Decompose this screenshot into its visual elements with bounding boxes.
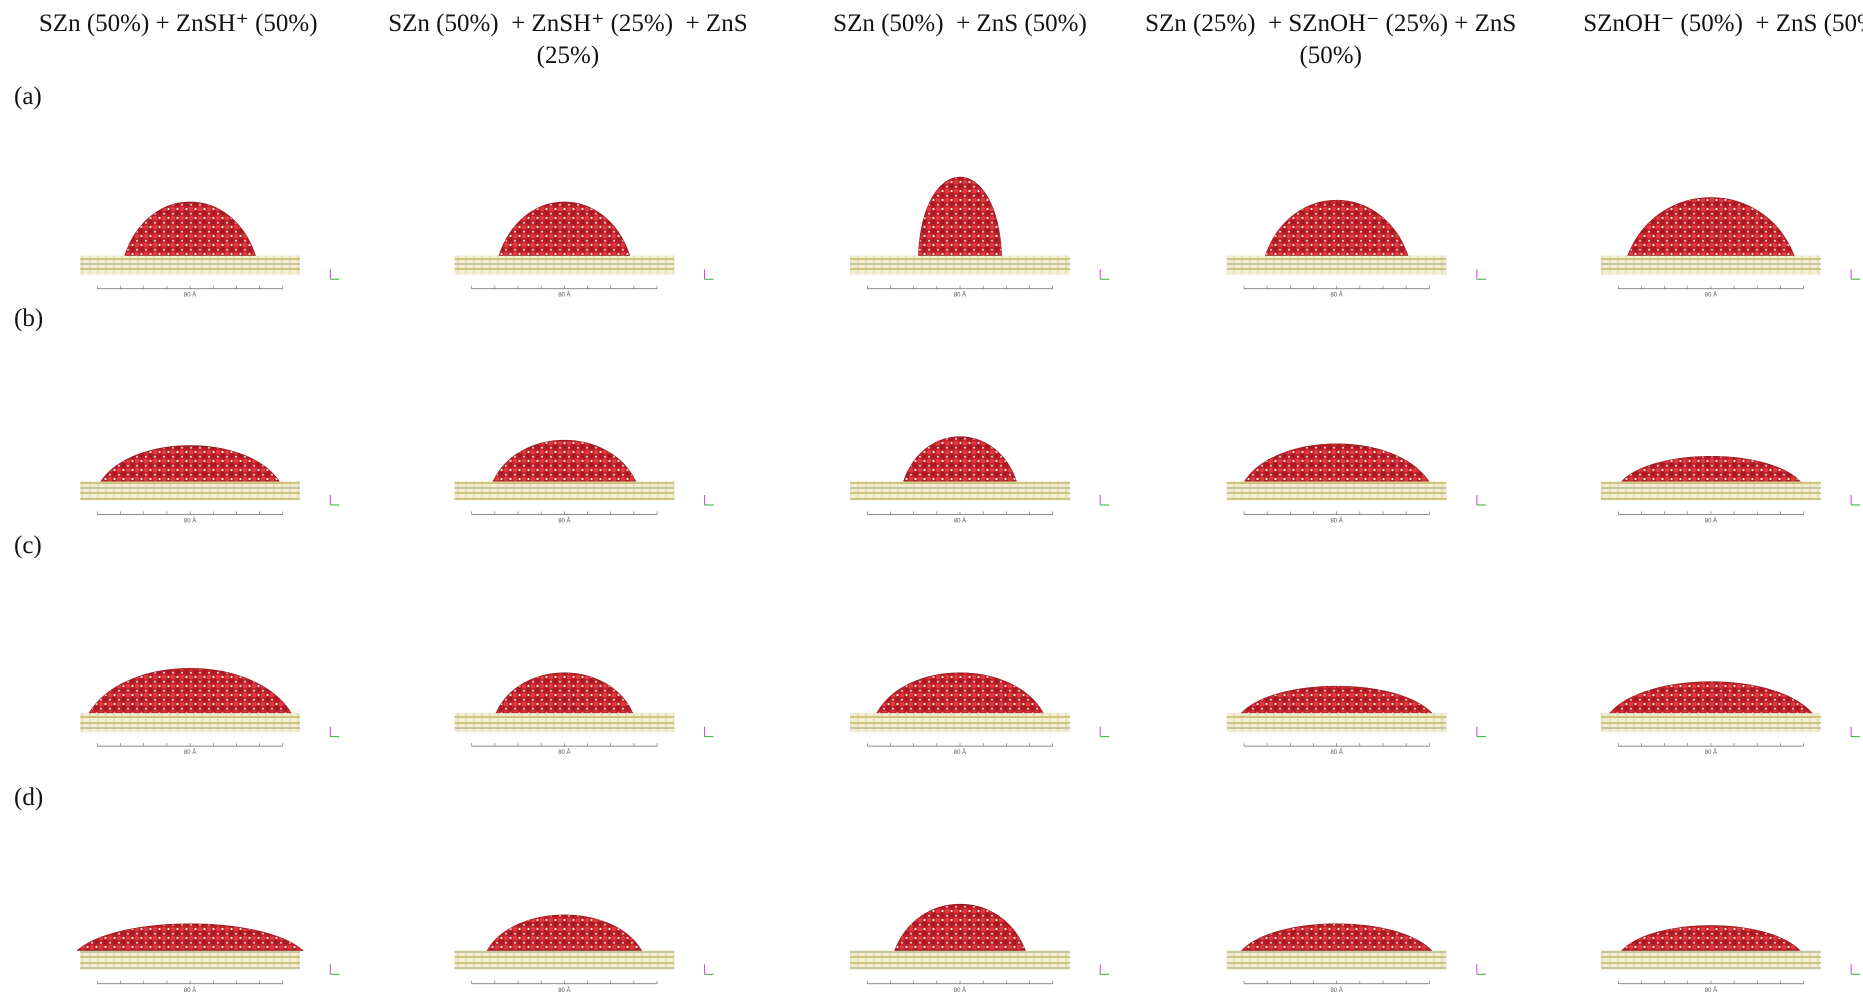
droplet xyxy=(100,445,280,482)
snapshot: 80 Å xyxy=(454,201,714,299)
droplet xyxy=(76,923,304,951)
droplet xyxy=(486,914,643,951)
droplet xyxy=(1240,923,1433,951)
column-header: SZn (50%) + ZnS (50%) xyxy=(833,10,1087,37)
substrate xyxy=(80,255,301,275)
snapshot: 80 Å xyxy=(80,668,340,756)
row-label: (c) xyxy=(14,532,42,560)
substrate xyxy=(1601,950,1821,970)
substrate xyxy=(80,481,301,501)
scale-label: 80 Å xyxy=(1330,987,1342,994)
substrate xyxy=(850,950,1070,970)
scale-label: 80 Å xyxy=(184,987,196,994)
snapshot: 80 Å xyxy=(1601,925,1861,994)
droplet xyxy=(1244,443,1430,482)
row-label: (b) xyxy=(14,305,44,333)
snapshot: 80 Å xyxy=(850,672,1110,756)
snapshot: 80 Å xyxy=(80,445,340,524)
substrate xyxy=(850,712,1070,732)
substrate xyxy=(850,255,1070,275)
substrate xyxy=(1226,481,1447,501)
snapshot: 80 Å xyxy=(1601,197,1861,299)
snapshot: 80 Å xyxy=(1601,681,1861,756)
substrate xyxy=(1226,712,1447,732)
substrate xyxy=(850,481,1070,501)
scale-label: 80 Å xyxy=(954,749,966,756)
scale-label: 80 Å xyxy=(558,749,570,756)
snapshot: 80 Å xyxy=(1226,923,1486,994)
substrate xyxy=(1601,255,1821,275)
droplet xyxy=(88,668,292,714)
substrate xyxy=(454,255,675,275)
snapshot: 80 Å xyxy=(1226,199,1486,299)
column-header: SZnOH⁻ (50%) + ZnS (50%) xyxy=(1583,10,1863,37)
scale-label: 80 Å xyxy=(954,517,966,524)
substrate xyxy=(454,712,675,732)
row-label: (d) xyxy=(14,784,44,812)
droplet xyxy=(903,436,1017,482)
substrate xyxy=(1601,481,1821,501)
snapshot: 80 Å xyxy=(454,672,714,756)
droplet xyxy=(124,201,256,256)
snapshot: 80 Å xyxy=(80,201,340,299)
scale-label: 80 Å xyxy=(1705,987,1717,994)
snapshot: 80 Å xyxy=(850,904,1110,994)
droplet xyxy=(1240,685,1433,714)
snapshot: 80 Å xyxy=(1226,685,1486,756)
snapshot: 80 Å xyxy=(850,177,1110,299)
scale-label: 80 Å xyxy=(1705,749,1717,756)
scale-label: 80 Å xyxy=(1330,292,1342,299)
droplet xyxy=(1609,681,1813,714)
scale-label: 80 Å xyxy=(954,987,966,994)
snapshot: 80 Å xyxy=(76,923,340,994)
droplet xyxy=(1264,199,1409,256)
substrate xyxy=(1601,712,1821,732)
scale-label: 80 Å xyxy=(1705,292,1717,299)
substrate xyxy=(1226,255,1447,275)
snapshot: 80 Å xyxy=(454,440,714,524)
scale-label: 80 Å xyxy=(1705,517,1717,524)
column-header: SZn (25%) + SZnOH⁻ (25%) + ZnS (50%) xyxy=(1145,10,1523,69)
scale-label: 80 Å xyxy=(1330,517,1342,524)
droplet xyxy=(1627,197,1795,256)
scale-label: 80 Å xyxy=(184,517,196,524)
scale-label: 80 Å xyxy=(954,292,966,299)
scale-label: 80 Å xyxy=(184,292,196,299)
snapshot: 80 Å xyxy=(1601,456,1861,524)
droplet xyxy=(1621,925,1801,951)
substrate xyxy=(1226,950,1447,970)
scale-label: 80 Å xyxy=(1330,749,1342,756)
scale-label: 80 Å xyxy=(558,517,570,524)
droplet xyxy=(495,672,634,714)
droplet xyxy=(876,672,1044,714)
snapshot: 80 Å xyxy=(454,914,714,994)
scale-label: 80 Å xyxy=(184,749,196,756)
droplet xyxy=(1621,456,1801,482)
substrate xyxy=(80,950,301,970)
snapshot: 80 Å xyxy=(1226,443,1486,524)
droplet xyxy=(894,904,1026,951)
substrate xyxy=(454,950,675,970)
droplet xyxy=(918,177,1002,256)
scale-label: 80 Å xyxy=(558,987,570,994)
snapshot: 80 Å xyxy=(850,436,1110,524)
droplet xyxy=(498,201,631,256)
substrate xyxy=(80,712,301,732)
row-label: (a) xyxy=(14,83,42,111)
column-header: SZn (50%) + ZnSH⁺ (25%) + ZnS (25%) xyxy=(388,10,754,69)
scale-label: 80 Å xyxy=(558,292,570,299)
substrate xyxy=(454,481,675,501)
column-header: SZn (50%) + ZnSH⁺ (50%) xyxy=(38,10,318,37)
droplet xyxy=(492,440,637,482)
